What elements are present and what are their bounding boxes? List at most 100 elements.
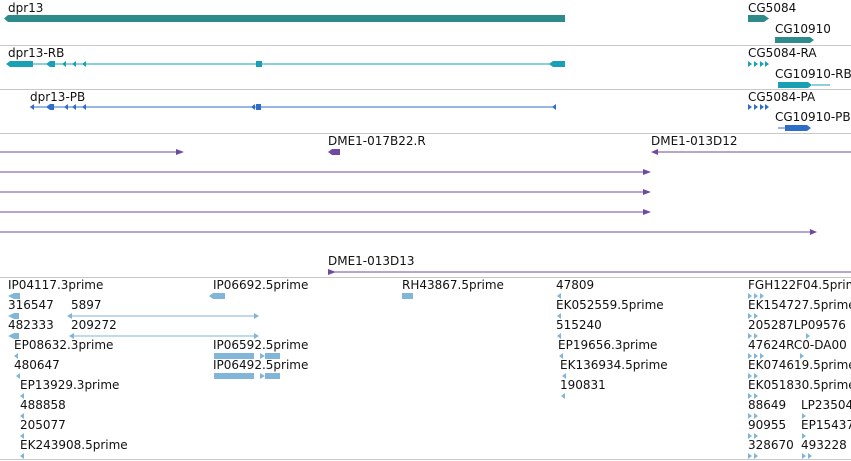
est-feature[interactable] [748,433,752,439]
est-feature[interactable] [754,353,758,359]
est-feature[interactable] [214,353,254,359]
clone-alignment-row[interactable] [0,189,651,195]
clone-label-dme1-017b22[interactable]: DME1-017B22.R [328,134,426,148]
est-label[interactable]: 90955 [748,418,787,432]
est-feature[interactable] [254,313,259,319]
est-label[interactable]: EK074619.5prime [748,358,851,372]
protein-CG5084-PA[interactable] [748,104,769,110]
est-feature[interactable] [748,313,752,319]
est-feature[interactable] [754,373,758,379]
est-feature[interactable] [67,313,72,319]
est-feature[interactable] [14,313,19,319]
clone-label-dme1-013d12[interactable]: DME1-013D12 [651,134,738,148]
est-feature[interactable] [802,413,806,419]
est-feature[interactable] [760,293,764,299]
est-feature[interactable] [748,333,752,339]
est-label[interactable]: EK154727.5prime [748,298,851,312]
est-label[interactable]: IP04117.3prime [8,278,104,292]
est-label[interactable]: EK052559.5prime [556,298,664,312]
est-feature[interactable] [260,373,265,379]
protein-label-dpr13-pb[interactable]: dpr13-PB [30,90,86,104]
est-feature[interactable] [754,413,758,419]
protein-dpr13-PB[interactable] [30,104,556,110]
est-label[interactable]: 493228 [801,438,847,452]
est-feature[interactable] [14,293,20,299]
protein-label-cg10910-pb[interactable]: CG10910-PB [775,110,851,124]
est-feature[interactable] [254,333,259,339]
est-feature[interactable] [754,453,758,459]
est-feature[interactable] [8,333,14,339]
est-feature[interactable] [754,393,758,399]
est-feature[interactable] [213,293,225,299]
est-feature[interactable] [808,453,812,459]
est-feature[interactable] [14,353,18,359]
protein-CG10910-PB[interactable] [778,125,811,131]
est-feature[interactable] [265,353,280,359]
est-feature[interactable] [748,373,752,379]
est-feature[interactable] [265,373,280,379]
clone-alignment-row[interactable] [0,149,184,155]
gene-CG10910[interactable] [775,37,814,43]
est-feature[interactable] [748,453,752,459]
est-label[interactable]: 88649 [748,398,787,412]
est-label[interactable]: LP23504 [801,398,851,412]
clone-alignment-row[interactable] [0,209,651,215]
transcript-label-cg10910-rb[interactable]: CG10910-RB [775,67,851,81]
est-label[interactable]: EP15437 [801,418,851,432]
est-feature[interactable] [402,293,413,299]
clone-label-dme1-013d13[interactable]: DME1-013D13 [328,254,415,268]
est-feature[interactable] [754,333,758,339]
est-feature[interactable] [557,293,561,299]
clone-DME1-013D13[interactable] [328,269,851,275]
est-label[interactable]: 47809 [556,278,595,292]
est-label[interactable]: 47624RC0-DA00 [748,338,847,352]
est-label[interactable]: IP06692.5prime [213,278,309,292]
transcript-dpr13-RB[interactable] [6,61,565,67]
est-feature[interactable] [8,313,14,319]
est-label[interactable]: 316547 [8,298,54,312]
est-feature[interactable] [806,333,810,339]
est-feature[interactable] [20,413,24,419]
gene-label-cg10910[interactable]: CG10910 [775,22,831,36]
est-label[interactable]: 515240 [556,318,602,332]
est-feature[interactable] [748,393,752,399]
est-label[interactable]: IP06492.5prime [213,358,309,372]
est-feature[interactable] [754,293,758,299]
gene-label-cg5084[interactable]: CG5084 [748,1,797,15]
est-label[interactable]: FGH122F04.5prime [748,278,851,292]
est-label[interactable]: EP08632.3prime [14,338,114,352]
est-label[interactable]: 482333 [8,318,54,332]
est-label[interactable]: 209272 [71,318,117,332]
est-label[interactable]: IP06592.5prime [213,338,309,352]
est-feature[interactable] [20,453,24,459]
est-feature[interactable] [559,353,563,359]
est-feature[interactable] [260,353,265,359]
est-feature[interactable] [16,373,20,379]
est-feature[interactable] [760,353,764,359]
est-label[interactable]: RH43867.5prime [402,278,504,292]
est-feature[interactable] [748,293,752,299]
est-label[interactable]: 480647 [14,358,60,372]
est-feature[interactable] [14,333,19,339]
est-feature[interactable] [748,353,752,359]
est-label[interactable]: EP19656.3prime [558,338,658,352]
est-feature[interactable] [20,433,24,439]
protein-label-cg5084-pa[interactable]: CG5084-PA [748,90,816,104]
est-feature[interactable] [754,313,758,319]
est-label[interactable]: 190831 [560,378,606,392]
est-feature[interactable] [748,413,752,419]
gene-label-dpr13[interactable]: dpr13 [8,1,44,15]
est-label[interactable]: EK051830.5prime [748,378,851,392]
est-label[interactable]: 328670 [748,438,794,452]
transcript-label-dpr13-rb[interactable]: dpr13-RB [8,46,65,60]
est-feature[interactable] [20,393,24,399]
est-feature[interactable] [754,433,758,439]
est-feature[interactable] [557,333,561,339]
est-feature[interactable] [800,353,804,359]
clone-DME1-013D12[interactable] [651,149,851,155]
est-feature[interactable] [561,393,565,399]
clone-DME1-017B22.R[interactable] [328,149,340,155]
est-feature[interactable] [69,333,74,339]
est-feature[interactable] [802,453,806,459]
est-label[interactable]: 205077 [20,418,66,432]
